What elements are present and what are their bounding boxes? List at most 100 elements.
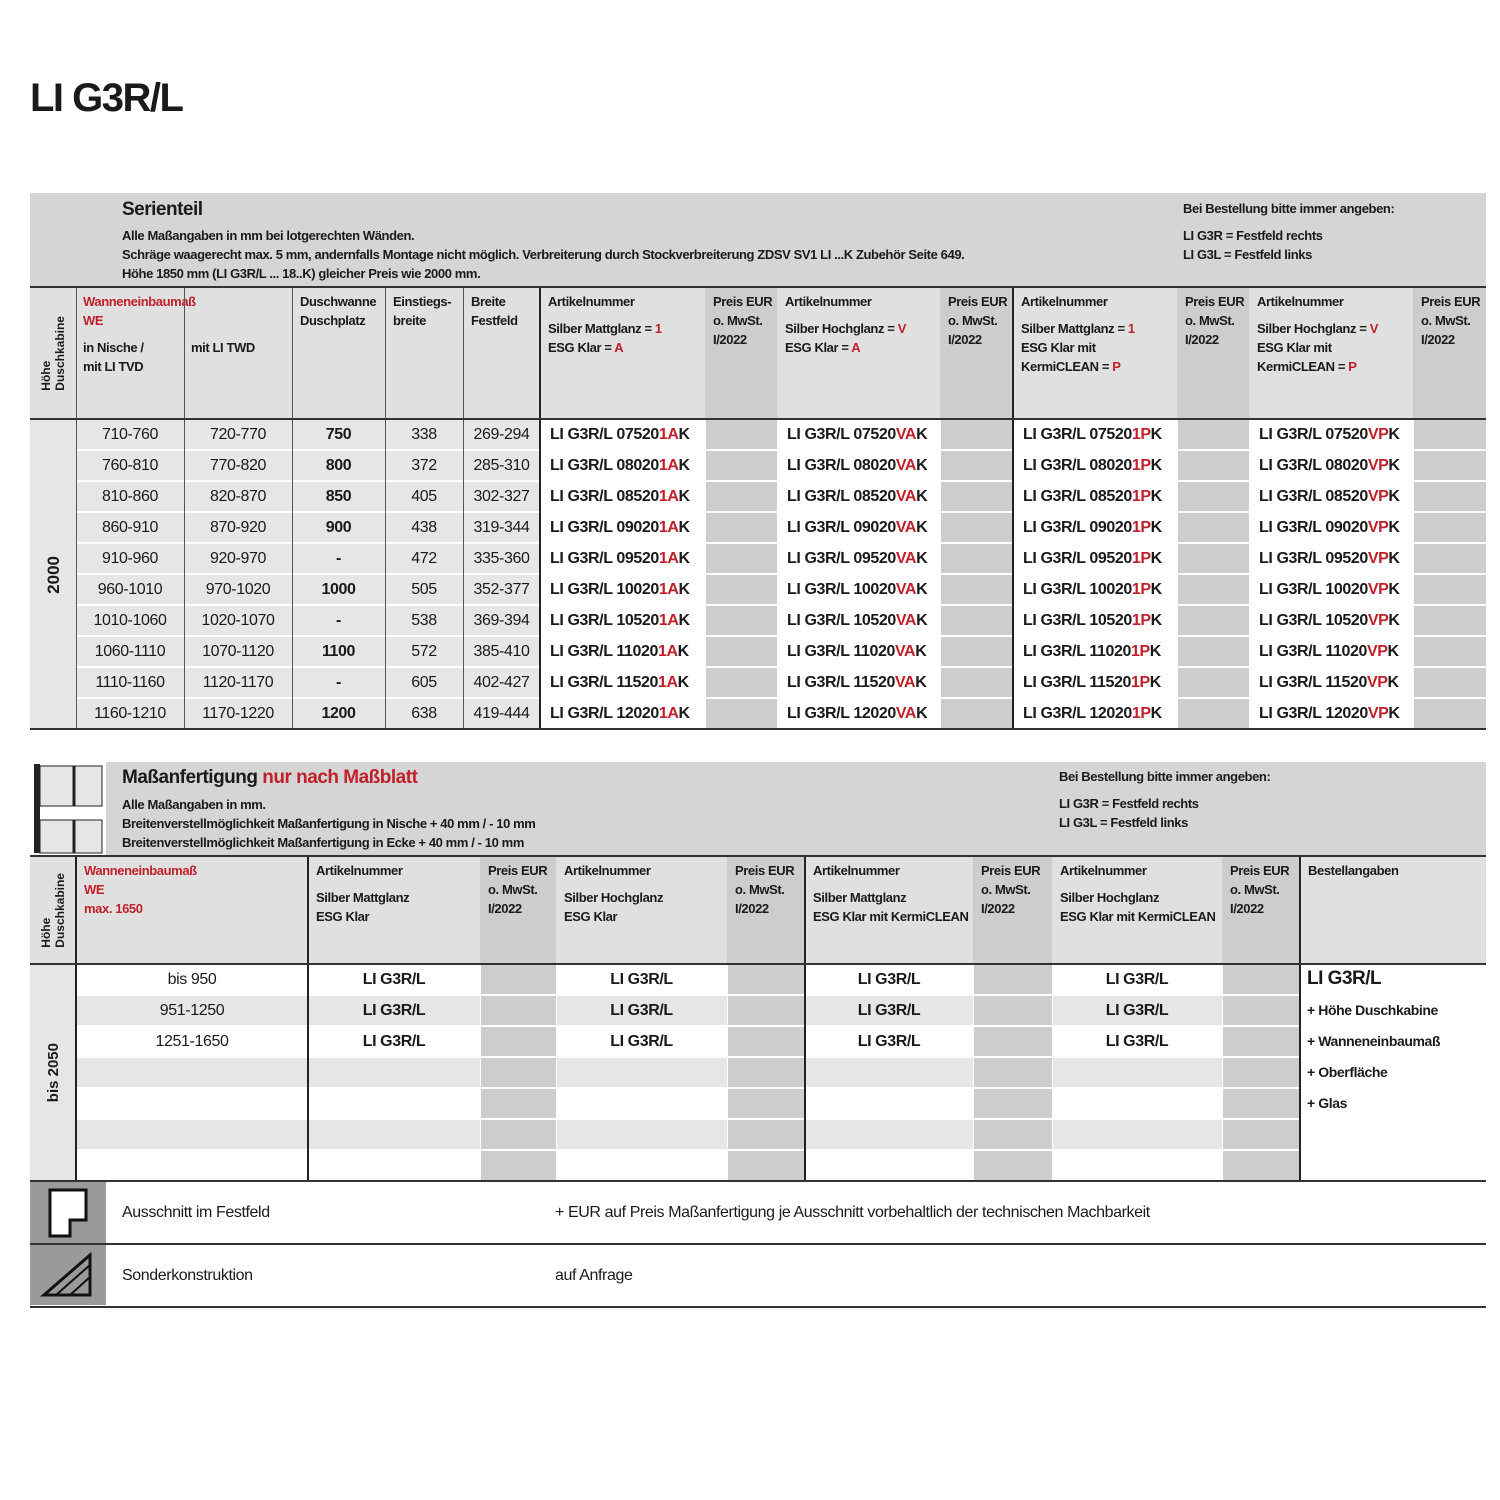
cell-bg xyxy=(293,668,385,697)
table-cell: 302-327 xyxy=(473,487,530,505)
cell-bg xyxy=(557,965,727,994)
text-line: Duschkabine xyxy=(53,872,67,948)
cell-bg xyxy=(185,606,292,635)
text-line: I/2022 xyxy=(948,332,982,347)
article-number: LI G3R/L 11520 VA K xyxy=(787,668,927,697)
article-base: LI G3R/L 10020 xyxy=(1023,580,1132,598)
cell-bg xyxy=(1178,544,1249,573)
article-number: LI G3R/L 08020 1A K xyxy=(550,451,690,480)
cell-bg xyxy=(806,1058,973,1087)
text-line: Silber Hochglanz = V xyxy=(785,319,906,338)
table-cell: 1160-1210 xyxy=(94,704,166,722)
accent: nur nach Maßblatt xyxy=(262,767,418,788)
cell-bg xyxy=(386,637,463,666)
article-number: LI G3R/L 07520 1A K xyxy=(550,420,690,449)
table-cell: 419-444 xyxy=(473,704,530,722)
article-suffix: K xyxy=(678,704,691,722)
table-cell: 385-410 xyxy=(473,642,530,660)
cell-bg xyxy=(464,544,540,573)
article-code: VA xyxy=(894,673,916,691)
article-suffix: K xyxy=(916,704,928,722)
rotated-text: Höhe Duschkabine xyxy=(39,316,67,391)
cell-bg xyxy=(386,606,463,635)
cell-bg xyxy=(941,668,1013,697)
cell-bg xyxy=(1250,513,1413,542)
article-suffix: K xyxy=(677,642,690,660)
text-line: Bei Bestellung bitte immer angeben: xyxy=(1059,769,1271,784)
article-code: 1P xyxy=(1131,456,1151,474)
text-line: LI G3R = Festfeld rechts xyxy=(1059,796,1199,811)
cell-bg xyxy=(1414,420,1486,449)
cell-bg xyxy=(309,1120,480,1149)
table-cell: 402-427 xyxy=(473,673,530,691)
article-number: LI G3R/L 09520 VP K xyxy=(1259,544,1400,573)
article-number: LI G3R/L 09020 1P K xyxy=(1023,513,1162,542)
header-text: Preis EUR o. MwSt. I/2022 xyxy=(713,292,773,349)
article-suffix: K xyxy=(1149,673,1162,691)
article-base: LI G3R/L 09520 xyxy=(1023,549,1132,567)
table-cell: LI G3R/L xyxy=(857,1001,921,1019)
text-line: breite xyxy=(393,313,427,328)
cell-bg xyxy=(941,451,1013,480)
header-text: Wanneneinbaumaß WE max. 1650 xyxy=(84,861,197,918)
table-cell: LI G3R/L xyxy=(1105,1032,1169,1050)
text: ESG Klar = xyxy=(548,340,615,355)
rule xyxy=(307,857,309,1180)
article-code: VP xyxy=(1367,518,1389,536)
cell-bg xyxy=(464,637,540,666)
article-base: LI G3R/L 11520 xyxy=(787,673,895,691)
rotated-cell: 2000 xyxy=(30,420,76,730)
cell-bg xyxy=(541,668,705,697)
table-cell: LI G3R/L xyxy=(610,1032,673,1050)
header-text: Einstiegs-breite xyxy=(393,292,452,330)
text-line: KermiCLEAN = P xyxy=(1021,357,1135,376)
cell-bg xyxy=(1223,1027,1300,1056)
cell-bg xyxy=(77,544,184,573)
rule xyxy=(30,963,1486,965)
text-line: Preis EUR xyxy=(1421,294,1481,309)
text: Silber Mattglanz = xyxy=(1021,321,1128,336)
article-number: LI G3R/L 08020 1P K xyxy=(1023,451,1162,480)
cell-bg xyxy=(728,965,805,994)
cell-bg xyxy=(974,996,1052,1025)
header-text: Artikelnummer Silber Mattglanz = 1 ESG Kla… xyxy=(548,292,662,357)
text-line: o. MwSt. xyxy=(1421,313,1471,328)
table-cell: 1251-1650 xyxy=(155,1032,229,1050)
cell-bg xyxy=(706,420,777,449)
table-cell: 638 xyxy=(411,704,437,722)
article-number: LI G3R/L 09020 1A K xyxy=(550,513,690,542)
article-suffix: K xyxy=(1150,549,1163,567)
article-number: LI G3R/L 12020 VA K xyxy=(787,699,928,728)
cell-bg xyxy=(77,668,184,697)
cell-bg xyxy=(778,513,940,542)
article-base: LI G3R/L 09020 xyxy=(1259,518,1368,536)
accent: P xyxy=(1348,359,1357,374)
table-cell: 1120-1170 xyxy=(202,673,274,691)
cell-bg xyxy=(1223,1151,1300,1180)
text-line: ESG Klar mit KermiCLEAN xyxy=(1060,909,1216,924)
cell-bg xyxy=(293,420,385,449)
cell-bg xyxy=(778,482,940,511)
article-code: 1P xyxy=(1131,487,1151,505)
text-line: Silber Mattglanz = 1 xyxy=(548,319,662,338)
header-text: Preis EUR o. MwSt. I/2022 xyxy=(1185,292,1245,349)
article-code: 1A xyxy=(658,704,679,722)
cell-bg xyxy=(541,606,705,635)
header-text: Artikelnummer Silber Hochglanz = V ESG Kla… xyxy=(1257,292,1378,376)
rule xyxy=(30,1306,1486,1308)
text-line: Breitenverstellmöglichkeit Maßanfertigun… xyxy=(122,816,536,831)
accent: V xyxy=(897,321,907,336)
text-line: o. MwSt. xyxy=(488,882,538,897)
text: Maßanfertigung xyxy=(122,767,263,788)
table-cell: 1000 xyxy=(321,580,356,598)
article-suffix: K xyxy=(1388,425,1400,443)
cell-bg xyxy=(464,420,540,449)
table-cell: 920-970 xyxy=(210,549,266,567)
cell-bg xyxy=(481,996,556,1025)
cell-bg xyxy=(706,482,777,511)
text-line: Silber Hochglanz = V xyxy=(1257,319,1378,338)
accent: Wanneneinbaumaß xyxy=(83,294,196,309)
table-cell: LI G3R/L xyxy=(1105,1001,1169,1019)
cell-bg xyxy=(1014,420,1177,449)
cell-bg xyxy=(185,544,292,573)
